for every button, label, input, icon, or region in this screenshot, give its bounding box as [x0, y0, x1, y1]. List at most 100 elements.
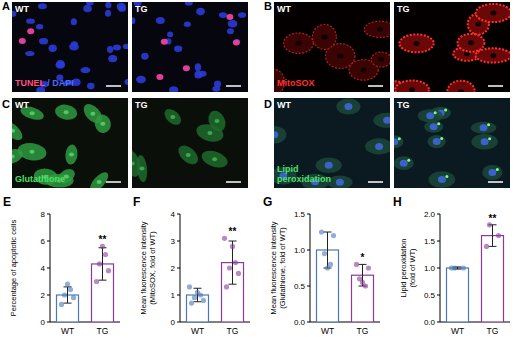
- y-tick: [437, 295, 440, 296]
- micrograph: [274, 98, 390, 188]
- nucleus: [488, 169, 496, 176]
- tunel-nucleus: [161, 39, 168, 45]
- cell-core: [100, 122, 105, 126]
- data-point: [325, 265, 330, 270]
- cell-core: [69, 153, 74, 157]
- cell: [54, 103, 79, 122]
- significance: **: [489, 213, 497, 224]
- micrograph: [12, 2, 128, 92]
- y-tick: [177, 295, 180, 296]
- y-tick-label: 4: [41, 264, 46, 273]
- cell: [175, 142, 202, 168]
- nucleus: [238, 12, 246, 18]
- y-tick-label: 0: [171, 318, 176, 327]
- data-point: [227, 265, 232, 270]
- data-point: [192, 295, 197, 300]
- cell-core: [90, 112, 95, 116]
- cell: [458, 34, 485, 52]
- y-tick-label: 6: [41, 237, 46, 246]
- x-tick-label: TG: [227, 326, 239, 336]
- nucleus: [336, 179, 344, 186]
- peroxidation-spot: [398, 137, 401, 140]
- data-point: [322, 251, 327, 256]
- image-bg: [12, 2, 128, 92]
- y-tick-label: 0.0: [294, 318, 306, 327]
- cell-core: [64, 110, 69, 114]
- stain-text: peroxidation: [277, 174, 331, 184]
- cell: [274, 126, 286, 144]
- nucleus: [325, 162, 333, 169]
- x-tick-label: WT: [451, 326, 464, 336]
- stain-text: TUNEL: [15, 78, 45, 88]
- cell-nucleus: [468, 40, 474, 45]
- cell: [371, 52, 390, 67]
- y-tick: [307, 286, 310, 287]
- significance: **: [99, 234, 107, 245]
- y-tick: [47, 322, 50, 323]
- nucleus: [185, 2, 193, 6]
- nucleus: [274, 131, 278, 138]
- cell-nucleus: [490, 11, 496, 16]
- image-bg: [132, 98, 248, 188]
- nucleus: [136, 76, 146, 84]
- nucleus: [438, 176, 446, 183]
- cell: [427, 135, 445, 148]
- nucleus: [36, 24, 43, 29]
- cell-core: [139, 167, 144, 171]
- data-point: [94, 279, 99, 284]
- tunel-nucleus: [183, 65, 190, 71]
- cell-nucleus: [475, 22, 481, 27]
- y-axis-label: (MitoSOX, fold of WT): [148, 231, 157, 305]
- cell: [447, 81, 474, 92]
- peroxidation-spot: [487, 123, 490, 126]
- panel-letter: G: [263, 195, 272, 209]
- figure: AWTTUNEL / DAPITGBWTMitoSOXTGCWTGlutathi…: [0, 0, 520, 345]
- scale-bar: [368, 181, 383, 183]
- image-bg: [274, 2, 390, 92]
- nucleus: [426, 112, 434, 119]
- nucleus: [481, 138, 489, 145]
- y-tick: [47, 268, 50, 269]
- cell: [365, 138, 390, 154]
- stain-text: Glutathione: [15, 174, 65, 184]
- group-label: WT: [277, 100, 291, 110]
- nucleus: [25, 51, 34, 56]
- group-label: WT: [277, 4, 291, 14]
- y-tick-label: 1.5: [294, 210, 306, 219]
- scale-bar: [488, 85, 503, 87]
- y-tick-label: 0.0: [424, 318, 436, 327]
- data-point: [331, 233, 336, 238]
- data-point: [103, 252, 108, 257]
- cell: [475, 48, 510, 62]
- significance: **: [229, 226, 237, 237]
- scale-bar: [226, 85, 241, 87]
- micrograph: [274, 2, 390, 92]
- cell: [471, 134, 497, 150]
- tunel-nucleus: [27, 28, 34, 34]
- group-label: TG: [397, 100, 410, 110]
- micrograph: [394, 98, 510, 188]
- panel-letter: C: [2, 98, 10, 110]
- nucleus: [174, 45, 182, 52]
- cell-nucleus: [361, 67, 367, 72]
- stain-label: Lipid: [277, 164, 299, 174]
- error-bar: [359, 264, 367, 286]
- nucleus: [117, 3, 126, 10]
- cell: [476, 4, 510, 22]
- data-point: [236, 271, 241, 276]
- cell-nucleus: [378, 57, 384, 62]
- tunel-nucleus: [19, 38, 26, 44]
- plot-area: [447, 222, 504, 322]
- y-axis-line: [310, 214, 311, 322]
- nucleus: [156, 17, 165, 24]
- scale-bar: [106, 85, 121, 87]
- scale-bar: [226, 181, 241, 183]
- panel-letter: E: [3, 195, 11, 209]
- cell: [205, 108, 229, 135]
- data-point: [461, 265, 466, 270]
- y-tick: [47, 295, 50, 296]
- cell: [429, 171, 456, 188]
- y-tick-label: 8: [41, 210, 46, 219]
- y-axis-label: Percentage of apoptotic cells: [9, 220, 18, 317]
- stain-text: / DAPI: [45, 78, 74, 88]
